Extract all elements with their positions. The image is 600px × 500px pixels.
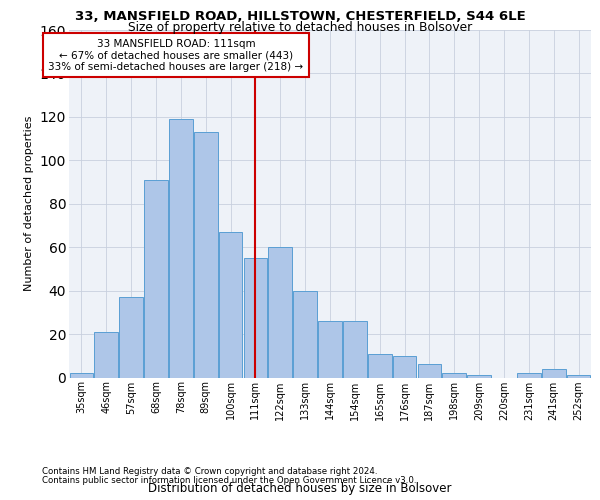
Bar [144,180,168,378]
Bar [542,369,566,378]
Bar [70,373,93,378]
Bar [517,373,541,378]
Text: Contains HM Land Registry data © Crown copyright and database right 2024.: Contains HM Land Registry data © Crown c… [42,467,377,476]
Bar [94,332,118,378]
Text: Distribution of detached houses by size in Bolsover: Distribution of detached houses by size … [148,482,452,495]
Bar [194,132,218,378]
Bar [293,290,317,378]
Bar [219,232,242,378]
Bar [393,356,416,378]
Bar [318,321,342,378]
Y-axis label: Number of detached properties: Number of detached properties [24,116,34,292]
Text: Contains public sector information licensed under the Open Government Licence v3: Contains public sector information licen… [42,476,416,485]
Text: 33 MANSFIELD ROAD: 111sqm
← 67% of detached houses are smaller (443)
33% of semi: 33 MANSFIELD ROAD: 111sqm ← 67% of detac… [49,38,304,72]
Bar [368,354,392,378]
Bar [244,258,267,378]
Text: Size of property relative to detached houses in Bolsover: Size of property relative to detached ho… [128,21,472,34]
Bar [567,376,590,378]
Text: 33, MANSFIELD ROAD, HILLSTOWN, CHESTERFIELD, S44 6LE: 33, MANSFIELD ROAD, HILLSTOWN, CHESTERFI… [74,10,526,23]
Bar [169,119,193,378]
Bar [119,297,143,378]
Bar [418,364,441,378]
Bar [442,373,466,378]
Bar [343,321,367,378]
Bar [467,376,491,378]
Bar [268,247,292,378]
